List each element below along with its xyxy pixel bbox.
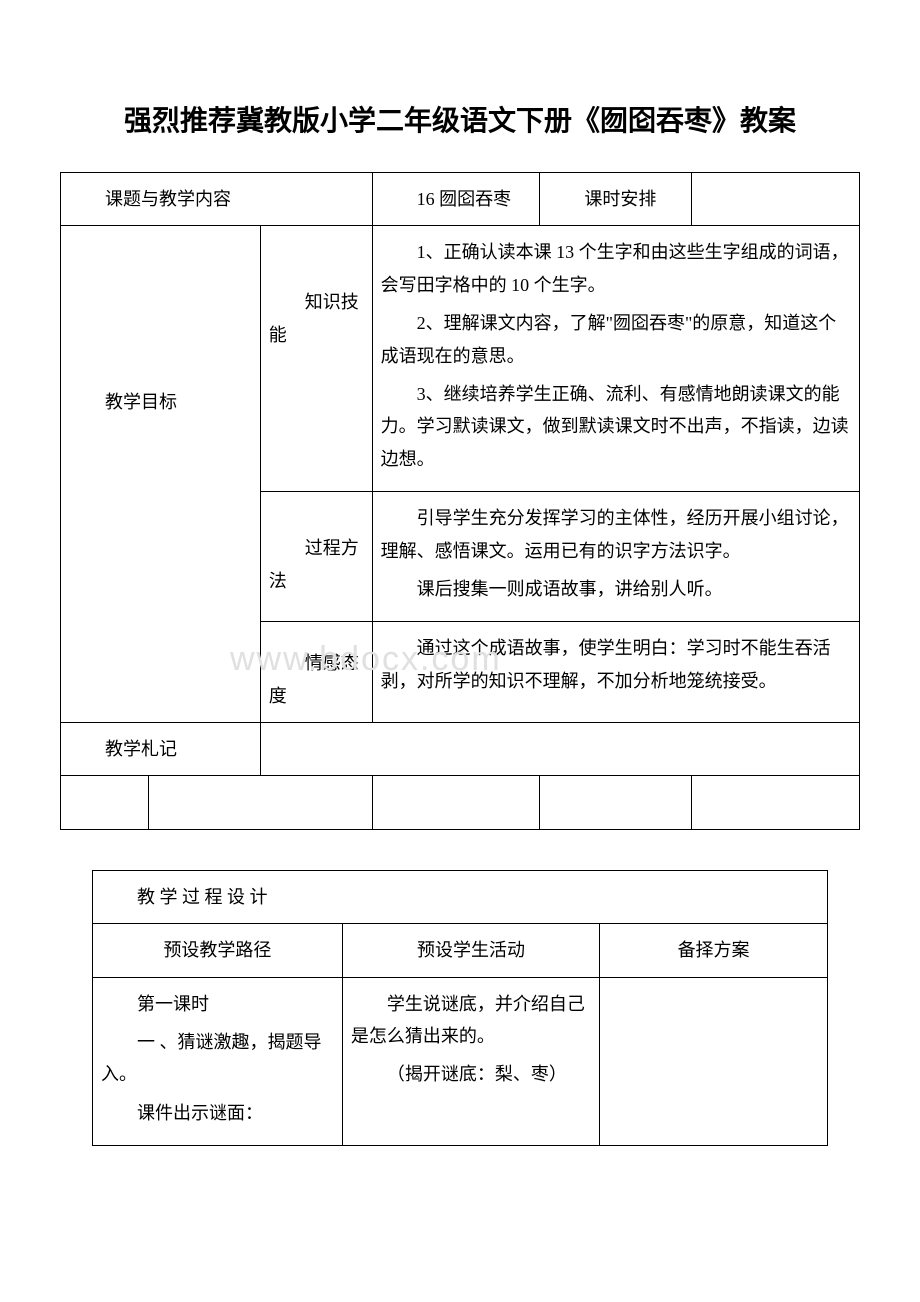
process-header: 教 学 过 程 设 计 (101, 881, 819, 913)
col2-header-cell: 预设学生活动 (342, 924, 599, 977)
emotion-content-cell: 通过这个成语故事，使学生明白：学习时不能生吞活剥，对所学的知识不理解，不加分析地… (372, 622, 859, 723)
knowledge-content-cell: 1、正确认读本课 13 个生字和由这些生字组成的词语，会写田字格中的 10 个生… (372, 226, 859, 492)
emotion-p1: 通过这个成语故事，使学生明白：学习时不能生吞活剥，对所学的知识不理解，不加分析地… (381, 632, 851, 697)
path-p1: 第一课时 (101, 988, 334, 1020)
topic-value-cell: 16 囫囵吞枣 (372, 173, 540, 226)
col2-header: 预设学生活动 (417, 940, 525, 960)
activity-p1: 学生说谜底，并介绍自己是怎么猜出来的。 (351, 988, 591, 1053)
process-label: 过程方法 (269, 532, 364, 597)
col3-header: 备择方案 (678, 940, 750, 960)
notes-content-cell (260, 723, 859, 776)
col1-header: 预设教学路径 (163, 940, 271, 960)
empty-cell-3 (372, 776, 540, 829)
activity-p2: （揭开谜底：梨、枣） (351, 1058, 591, 1090)
process-design-table: 教 学 过 程 设 计 预设教学路径 预设学生活动 备择方案 第一课时 一 、猜… (92, 870, 828, 1146)
topic-label: 课题与教学内容 (69, 183, 364, 215)
col1-header-cell: 预设教学路径 (93, 924, 343, 977)
empty-cell-4 (540, 776, 692, 829)
knowledge-p3: 3、继续培养学生正确、流利、有感情地朗读课文的能力。学习默读课文，做到默读课文时… (381, 378, 851, 475)
empty-cell-2 (148, 776, 372, 829)
activity-cell: 学生说谜底，并介绍自己是怎么猜出来的。 （揭开谜底：梨、枣） (342, 977, 599, 1146)
empty-cell-5 (692, 776, 860, 829)
period-value-cell (692, 173, 860, 226)
process-header-cell: 教 学 过 程 设 计 (93, 870, 828, 923)
process-label-cell: 过程方法 (260, 492, 372, 622)
knowledge-p2: 2、理解课文内容，了解"囫囵吞枣"的原意，知道这个成语现在的意思。 (381, 307, 851, 372)
process-p2: 课后搜集一则成语故事，讲给别人听。 (381, 573, 851, 605)
process-content-cell: 引导学生充分发挥学习的主体性，经历开展小组讨论，理解、感悟课文。运用已有的识字方… (372, 492, 859, 622)
goals-label: 教学目标 (69, 386, 252, 418)
notes-label: 教学札记 (69, 733, 252, 765)
process-p1: 引导学生充分发挥学习的主体性，经历开展小组讨论，理解、感悟课文。运用已有的识字方… (381, 502, 851, 567)
topic-label-cell: 课题与教学内容 (61, 173, 373, 226)
knowledge-label-cell: 知识技能 (260, 226, 372, 492)
path-p3: 课件出示谜面： (101, 1097, 334, 1129)
emotion-label: 情感态度 (269, 647, 364, 712)
empty-cell-1 (61, 776, 149, 829)
period-label: 课时安排 (548, 183, 683, 215)
notes-label-cell: 教学札记 (61, 723, 261, 776)
alternative-cell (600, 977, 828, 1146)
path-cell: 第一课时 一 、猜谜激趣，揭题导入。 课件出示谜面： (93, 977, 343, 1146)
emotion-label-cell: 情感态度 (260, 622, 372, 723)
period-label-cell: 课时安排 (540, 173, 692, 226)
path-p2: 一 、猜谜激趣，揭题导入。 (101, 1026, 334, 1091)
col3-header-cell: 备择方案 (600, 924, 828, 977)
knowledge-label: 知识技能 (269, 286, 364, 351)
document-title: 强烈推荐冀教版小学二年级语文下册《囫囵吞枣》教案 (60, 100, 860, 142)
topic-value: 16 囫囵吞枣 (381, 183, 532, 215)
knowledge-p1: 1、正确认读本课 13 个生字和由这些生字组成的词语，会写田字格中的 10 个生… (381, 236, 851, 301)
goals-label-cell: 教学目标 (61, 226, 261, 723)
lesson-plan-table: 课题与教学内容 16 囫囵吞枣 课时安排 教学目标 知识技能 1、正确认读本课 … (60, 172, 860, 830)
